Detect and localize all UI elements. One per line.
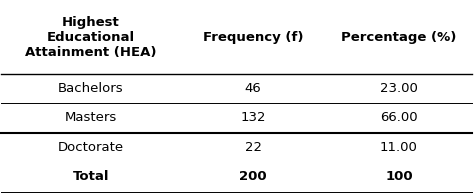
Text: Bachelors: Bachelors [58,82,124,95]
Text: Doctorate: Doctorate [58,141,124,154]
Text: 22: 22 [245,141,262,154]
Text: Total: Total [73,170,109,183]
Text: 132: 132 [240,111,266,124]
Text: 46: 46 [245,82,262,95]
Text: Masters: Masters [64,111,117,124]
Text: 200: 200 [239,170,267,183]
Text: 11.00: 11.00 [380,141,418,154]
Text: 100: 100 [385,170,413,183]
Text: Highest
Educational
Attainment (HEA): Highest Educational Attainment (HEA) [25,16,156,59]
Text: 66.00: 66.00 [380,111,418,124]
Text: Percentage (%): Percentage (%) [341,31,456,44]
Text: 23.00: 23.00 [380,82,418,95]
Text: Frequency (f): Frequency (f) [203,31,303,44]
